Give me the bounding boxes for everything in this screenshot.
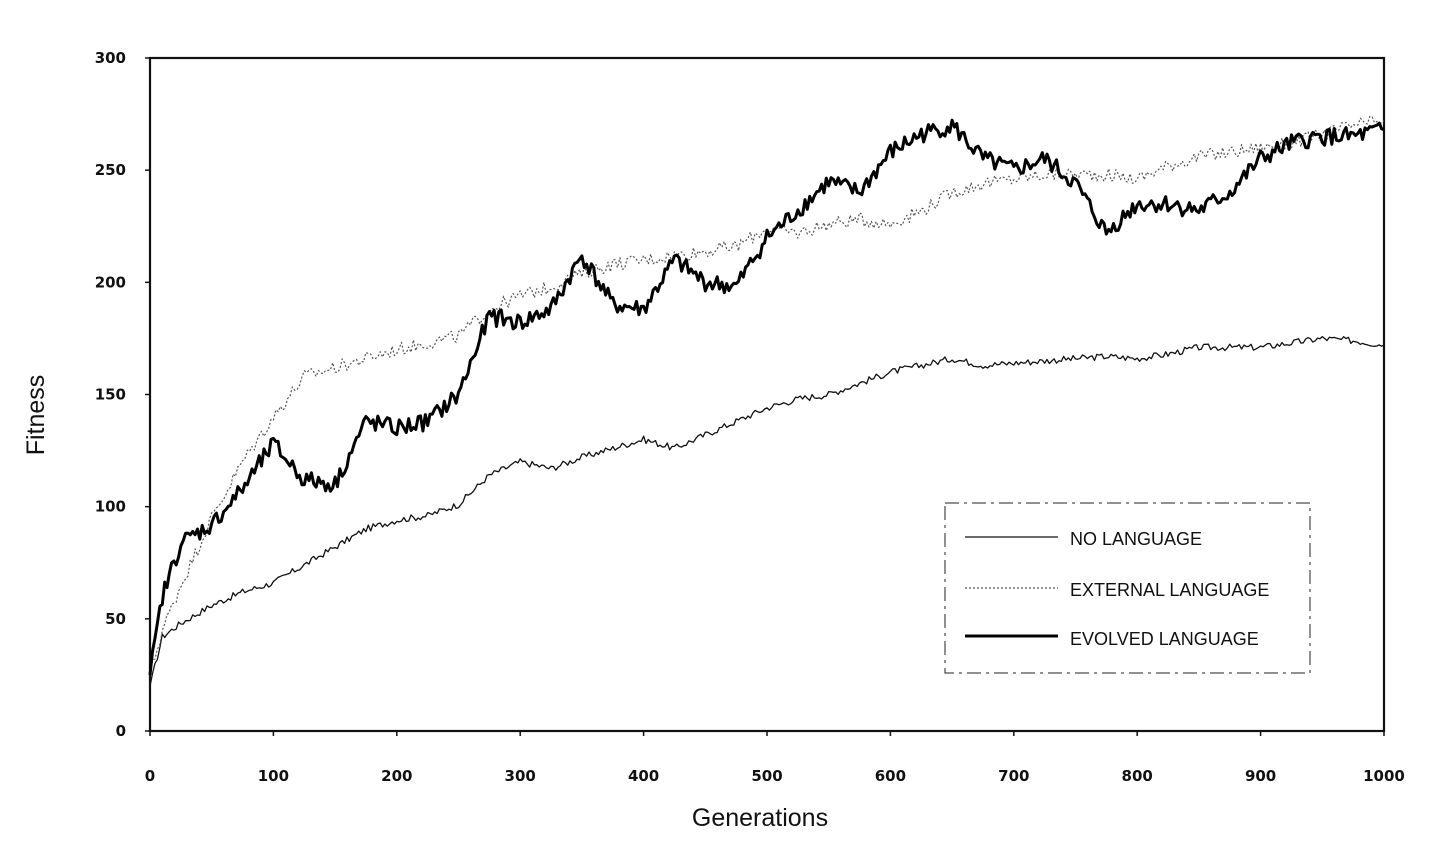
series-line-no-language [149, 335, 1385, 687]
x-axis-title: Generations [692, 804, 828, 832]
x-tick-label: 500 [751, 767, 782, 785]
y-axis-title: Fitness [22, 375, 50, 456]
y-tick-label: 200 [95, 273, 126, 291]
legend-label-external-language: EXTERNAL LANGUAGE [1070, 580, 1269, 600]
y-tick-label: 100 [95, 498, 126, 516]
x-tick-label: 700 [998, 767, 1029, 785]
x-tick-label: 600 [875, 767, 906, 785]
x-tick-label: 900 [1245, 767, 1276, 785]
y-tick-label: 0 [116, 722, 126, 740]
x-tick-label: 1000 [1363, 767, 1405, 785]
x-tick-label: 0 [145, 767, 155, 785]
series-layer [148, 115, 1385, 687]
x-tick-label: 400 [628, 767, 659, 785]
series-line-evolved-language [148, 118, 1385, 676]
legend-label-no-language: NO LANGUAGE [1070, 529, 1202, 549]
x-tick-label: 800 [1122, 767, 1153, 785]
y-tick-label: 250 [95, 161, 126, 179]
x-axis-ticks: 0 100 200 300 400 500 600 700 800 900 1000 [145, 731, 1405, 785]
y-tick-label: 50 [105, 610, 126, 628]
y-axis-ticks: 0 50 100 150 200 250 300 [95, 49, 150, 740]
x-tick-label: 100 [258, 767, 289, 785]
x-tick-label: 200 [381, 767, 412, 785]
legend-label-evolved-language: EVOLVED LANGUAGE [1070, 629, 1259, 649]
legend: NO LANGUAGE EXTERNAL LANGUAGE EVOLVED LA… [944, 502, 1311, 674]
y-tick-label: 150 [95, 386, 126, 404]
x-tick-label: 300 [505, 767, 536, 785]
y-tick-label: 300 [95, 49, 126, 67]
